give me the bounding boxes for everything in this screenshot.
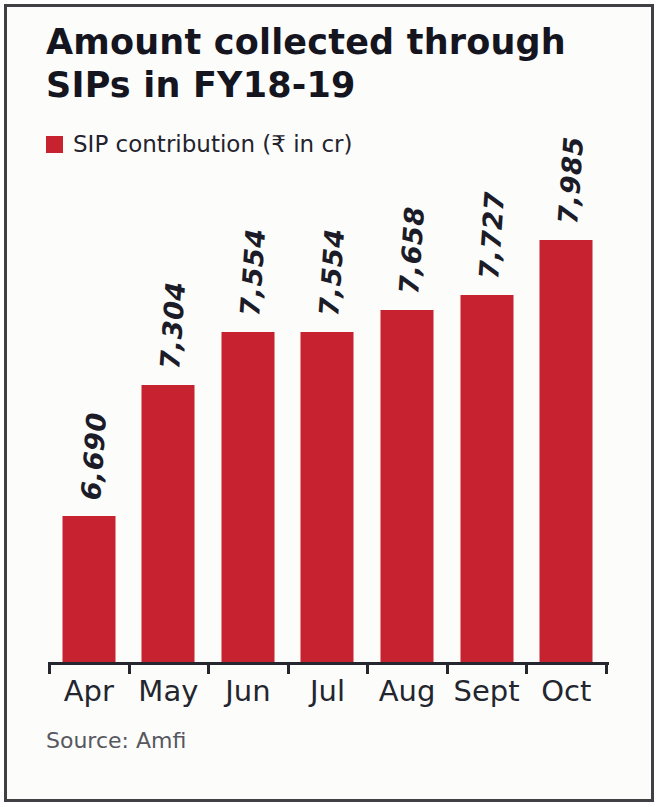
bar-chart-plot-area: 6,690 7,304 7,554 7,554 7,658 7,727 7,985 xyxy=(49,7,606,663)
axis-tick xyxy=(287,662,290,674)
category-label-apr: Apr xyxy=(49,674,129,708)
bar-slot-may: 7,304 xyxy=(129,7,209,663)
value-label-oct: 7,985 xyxy=(553,133,590,228)
category-label-aug: Aug xyxy=(367,674,447,708)
bar-may xyxy=(142,385,195,663)
bar-slot-jun: 7,554 xyxy=(208,7,288,663)
category-label-jul: Jul xyxy=(288,674,368,708)
bar-jul xyxy=(301,332,354,663)
category-label-sept: Sept xyxy=(447,674,527,708)
bar-sept xyxy=(460,295,513,663)
source-note: Source: Amfi xyxy=(46,728,186,753)
bar-slot-aug: 7,658 xyxy=(367,7,447,663)
axis-tick xyxy=(525,662,528,674)
value-label-jun: 7,554 xyxy=(234,225,271,320)
value-label-aug: 7,658 xyxy=(394,203,431,298)
value-label-may: 7,304 xyxy=(155,278,192,373)
bar-oct xyxy=(540,240,593,663)
chart-card: Amount collected through SIPs in FY18-19… xyxy=(4,4,654,802)
axis-tick xyxy=(128,662,131,674)
bar-slot-sept: 7,727 xyxy=(447,7,527,663)
value-label-jul: 7,554 xyxy=(314,225,351,320)
category-label-may: May xyxy=(129,674,209,708)
bar-jun xyxy=(221,332,274,663)
category-label-jun: Jun xyxy=(208,674,288,708)
axis-tick xyxy=(446,662,449,674)
x-axis-category-labels: AprMayJunJulAugSeptOct xyxy=(49,674,606,710)
value-label-sept: 7,727 xyxy=(473,188,510,283)
axis-tick xyxy=(48,662,51,674)
axis-tick xyxy=(605,662,608,674)
bar-slot-jul: 7,554 xyxy=(288,7,368,663)
bar-apr xyxy=(62,516,115,663)
bar-aug xyxy=(381,310,434,663)
axis-tick xyxy=(366,662,369,674)
value-label-apr: 6,690 xyxy=(75,409,112,504)
bar-slot-oct: 7,985 xyxy=(526,7,606,663)
axis-tick xyxy=(207,662,210,674)
category-label-oct: Oct xyxy=(526,674,606,708)
bar-slot-apr: 6,690 xyxy=(49,7,129,663)
